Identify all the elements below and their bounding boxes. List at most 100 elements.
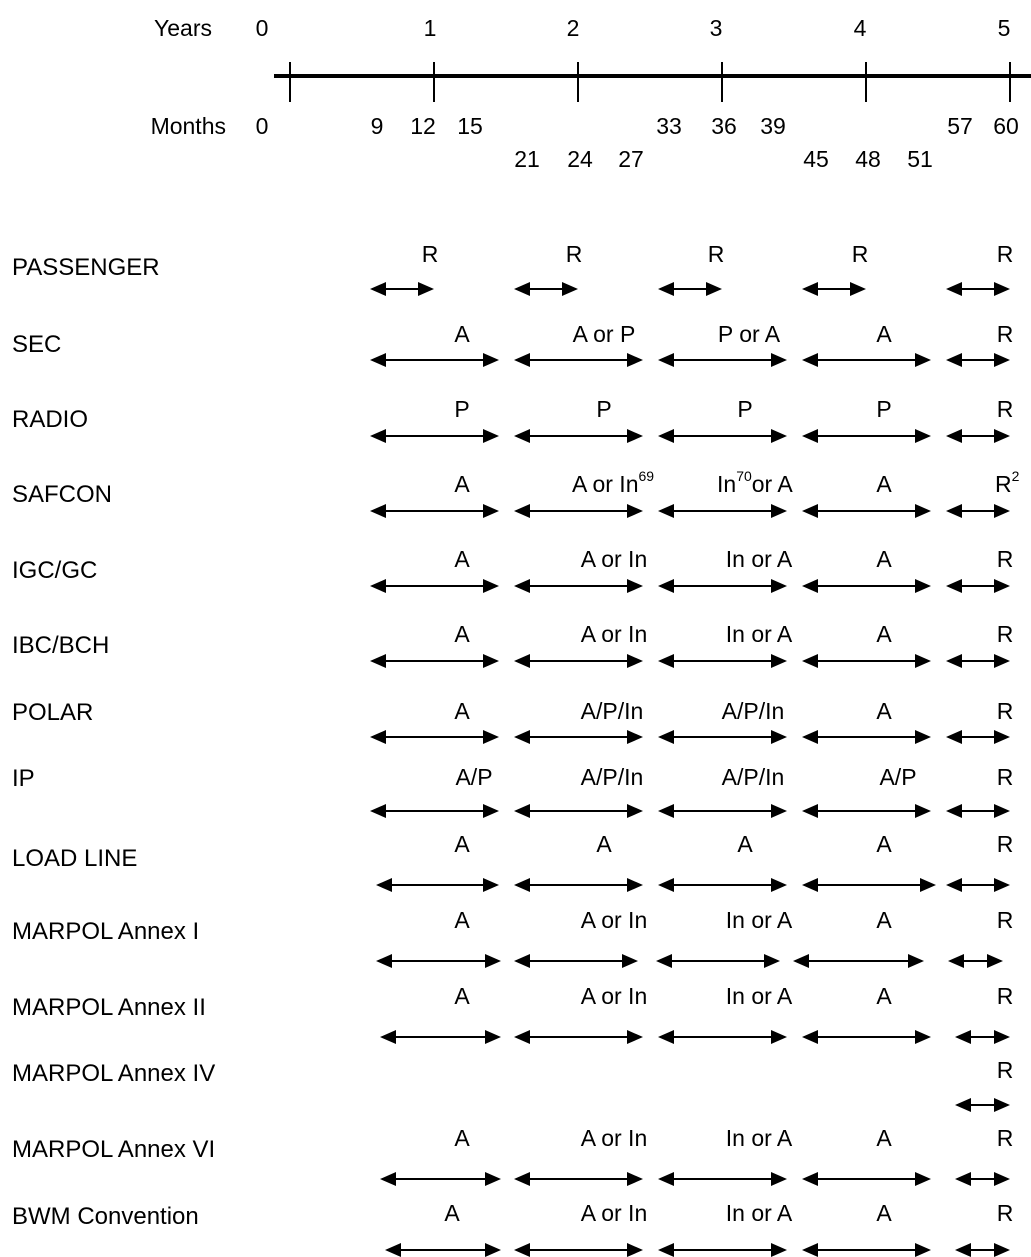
- row-label-marpol-annex-iv: MARPOL Annex IV: [12, 1060, 216, 1087]
- double-headed-arrow: [946, 353, 1010, 367]
- year-tick-label: 2: [566, 15, 580, 41]
- row-label-bwm-convention: BWM Convention: [12, 1203, 199, 1230]
- cell-label: In or A: [725, 983, 793, 1009]
- cell-label: A: [876, 471, 892, 497]
- month-tick-label: 33: [656, 113, 682, 139]
- cell-label: A or In: [580, 1125, 648, 1151]
- cell-label: A/P: [879, 764, 917, 790]
- double-headed-arrow: [955, 1172, 1010, 1186]
- cell-label: A: [454, 621, 470, 647]
- cell-label: R: [996, 698, 1014, 724]
- double-headed-arrow: [514, 282, 578, 296]
- row-label-polar: POLAR: [12, 699, 94, 726]
- double-headed-arrow: [946, 579, 1010, 593]
- month-tick-label: 60: [993, 113, 1019, 139]
- month-tick-label: 36: [711, 113, 737, 139]
- double-headed-arrow: [370, 730, 499, 744]
- double-headed-arrow: [370, 804, 499, 818]
- cell-label: R: [421, 241, 439, 267]
- cell-label: In or A: [725, 621, 793, 647]
- double-headed-arrow: [514, 954, 638, 968]
- cell-label: In or A: [725, 1200, 793, 1226]
- double-headed-arrow: [385, 1243, 501, 1257]
- cell-label: R: [996, 241, 1014, 267]
- month-tick-label: 27: [618, 146, 644, 172]
- cell-label-with-footnote: R2: [995, 468, 1020, 497]
- double-headed-arrow: [370, 353, 499, 367]
- double-headed-arrow: [514, 504, 643, 518]
- double-headed-arrow: [802, 878, 936, 892]
- cell-label: A: [454, 471, 470, 497]
- row-label-load-line: LOAD LINE: [12, 845, 138, 872]
- cell-label: In or A: [725, 546, 793, 572]
- double-headed-arrow: [370, 654, 499, 668]
- month-tick-label: 51: [907, 146, 933, 172]
- double-headed-arrow: [946, 504, 1010, 518]
- cell-label: R: [851, 241, 869, 267]
- year-tick-label: 5: [997, 15, 1011, 41]
- month-tick-label: 21: [514, 146, 540, 172]
- cell-label: A: [454, 907, 470, 933]
- cell-label: A: [454, 698, 470, 724]
- double-headed-arrow: [802, 579, 931, 593]
- cell-label: R: [996, 396, 1014, 422]
- cell-label: P or A: [717, 321, 781, 347]
- row-label-igc-gc: IGC/GC: [12, 557, 98, 584]
- cell-label: A: [876, 546, 892, 572]
- cell-label: A: [876, 1200, 892, 1226]
- double-headed-arrow: [370, 579, 499, 593]
- double-headed-arrow: [658, 730, 787, 744]
- cell-label: P: [454, 396, 470, 422]
- cell-label-with-footnote: In70or A: [717, 468, 793, 497]
- double-headed-arrow: [802, 730, 931, 744]
- month-tick-label: 48: [855, 146, 881, 172]
- double-headed-arrow: [802, 1172, 931, 1186]
- cell-label: A: [454, 321, 470, 347]
- cell-label: A/P/In: [721, 764, 785, 790]
- cell-label: P: [596, 396, 612, 422]
- double-headed-arrow: [380, 1172, 501, 1186]
- double-headed-arrow: [514, 579, 643, 593]
- row-label-marpol-annex-ii: MARPOL Annex II: [12, 994, 206, 1021]
- double-headed-arrow: [376, 878, 499, 892]
- cell-label: R: [996, 621, 1014, 647]
- double-headed-arrow: [370, 282, 434, 296]
- footnote-marker: 70: [736, 468, 752, 485]
- double-headed-arrow: [656, 954, 780, 968]
- timeline-axis: [274, 62, 1031, 102]
- double-headed-arrow: [793, 954, 924, 968]
- month-tick-label: 9: [370, 113, 384, 139]
- month-tick-label: 57: [947, 113, 973, 139]
- footnote-marker: 2: [1011, 468, 1020, 485]
- cell-label: R: [996, 764, 1014, 790]
- cell-label: A: [737, 831, 753, 857]
- cell-label: A: [876, 983, 892, 1009]
- cell-label: R: [707, 241, 725, 267]
- double-headed-arrow: [658, 1030, 787, 1044]
- cell-label: A: [454, 831, 470, 857]
- month-tick-label: 45: [803, 146, 829, 172]
- cell-label: R: [996, 1057, 1014, 1083]
- double-headed-arrow: [514, 878, 643, 892]
- cell-label: A: [454, 983, 470, 1009]
- cell-label: A: [876, 321, 892, 347]
- cell-label: A or In: [580, 621, 648, 647]
- double-headed-arrow: [955, 1030, 1010, 1044]
- cell-label: R: [996, 546, 1014, 572]
- row-label-safcon: SAFCON: [12, 481, 113, 508]
- row-label-ibc-bch: IBC/BCH: [12, 632, 110, 659]
- cell-label: A or In: [580, 983, 648, 1009]
- cell-label: P: [737, 396, 753, 422]
- cell-label: A: [596, 831, 612, 857]
- cell-label: In or A: [725, 907, 793, 933]
- cell-label: A or P: [572, 321, 636, 347]
- double-headed-arrow: [658, 282, 722, 296]
- double-headed-arrow: [380, 1030, 501, 1044]
- cell-label: R: [996, 983, 1014, 1009]
- double-headed-arrow: [514, 353, 643, 367]
- cell-label: A/P/In: [580, 698, 644, 724]
- double-headed-arrow: [946, 878, 1010, 892]
- double-headed-arrow: [802, 654, 931, 668]
- double-headed-arrow: [946, 429, 1010, 443]
